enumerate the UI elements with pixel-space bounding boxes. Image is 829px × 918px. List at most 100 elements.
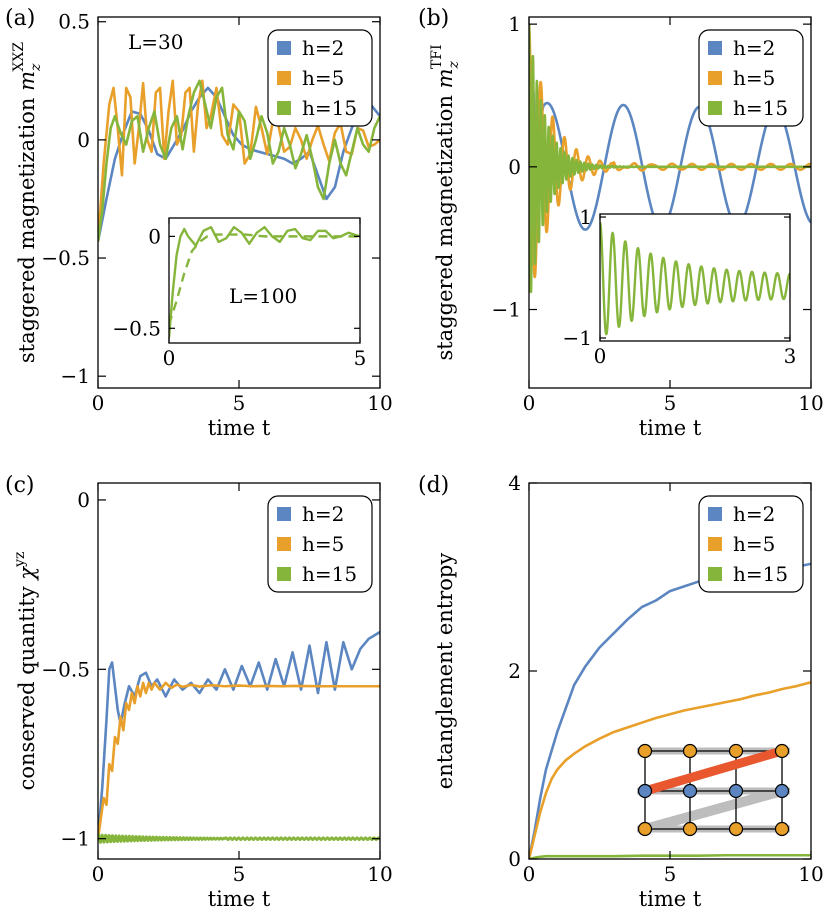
y-axis-label-main: entanglement entropy — [433, 553, 457, 790]
legend-swatch — [708, 71, 722, 85]
panel-label: (b) — [418, 6, 449, 31]
inset: 0 3 −1 1 — [563, 205, 797, 368]
x-axis-label: time t — [639, 416, 702, 440]
lattice-site — [728, 783, 744, 799]
legend-swatch — [277, 507, 291, 521]
panel-d: 0 5 10 0 2 4 (d) time t entanglement entropy h=2 h… — [418, 471, 824, 911]
lattice-site — [637, 821, 653, 837]
x-tick-label: 10 — [367, 862, 392, 886]
series-group — [529, 23, 811, 294]
y-tick-label: 0 — [148, 224, 161, 248]
x-tick-label: 0 — [92, 391, 105, 415]
legend-swatch — [277, 41, 291, 55]
lattice-site — [728, 821, 744, 837]
legend-swatch — [708, 41, 722, 55]
y-axis-label-main: conserved quantity — [15, 580, 39, 791]
x-tick-label: 10 — [367, 391, 392, 415]
y-tick-label: −0.5 — [41, 657, 90, 681]
legend-swatch — [277, 537, 291, 551]
legend-swatch — [277, 567, 291, 581]
x-tick-label: 10 — [798, 862, 823, 886]
x-tick-label: 0 — [523, 862, 536, 886]
series-line-h15 — [529, 853, 811, 859]
y-axis-label-sup: XXZ — [11, 42, 27, 72]
legend-swatch — [708, 537, 722, 551]
series-line-h5 — [98, 681, 380, 839]
y-axis-label: staggered magnetization mzTFI — [429, 44, 462, 360]
series-group — [529, 562, 811, 859]
x-tick-label: 5 — [233, 862, 246, 886]
x-tick-label: 0 — [92, 862, 105, 886]
x-tick-label: 0 — [594, 344, 607, 368]
legend-label: h=2 — [733, 502, 775, 526]
lattice-site — [774, 821, 790, 837]
y-tick-label: 0 — [508, 847, 521, 871]
y-tick-label: −0.5 — [112, 316, 161, 340]
inset: 0 5−0.50L=100 — [112, 217, 366, 370]
legend-swatch — [277, 101, 291, 115]
series-group — [98, 630, 380, 844]
legend-box — [267, 495, 373, 593]
legend-label: h=5 — [302, 532, 344, 556]
legend-label: h=15 — [302, 562, 357, 586]
panel-label: (c) — [5, 473, 35, 498]
legend-box — [698, 495, 804, 593]
y-tick-label: −0.5 — [41, 246, 90, 270]
y-tick-label: −1 — [61, 827, 90, 851]
y-axis-label-main: staggered magnetization — [15, 91, 39, 363]
y-axis-label: conserved quantity χyz — [12, 552, 39, 791]
legend-box — [698, 29, 804, 127]
legend-label: h=15 — [302, 96, 357, 120]
legend-label: h=2 — [733, 36, 775, 60]
panel-label: (d) — [418, 473, 449, 498]
axes-frame — [168, 217, 361, 344]
series-line-h15 — [529, 24, 811, 294]
legend-label: h=2 — [302, 502, 344, 526]
x-tick-label: 0 — [523, 391, 536, 415]
y-axis-label: entanglement entropy — [433, 553, 457, 790]
series-line-h15 — [98, 79, 380, 242]
legend-label: h=15 — [733, 96, 788, 120]
x-tick-label: 5 — [233, 391, 246, 415]
y-tick-label: 1 — [508, 12, 521, 36]
legend-swatch — [708, 101, 722, 115]
y-tick-label: 2 — [508, 659, 521, 683]
y-axis-label-sup: yz — [12, 552, 28, 568]
x-axis-label: time t — [208, 416, 271, 440]
y-tick-label: −1 — [563, 326, 592, 350]
y-tick-label: 0 — [77, 128, 90, 152]
cut-bond — [640, 746, 787, 796]
lattice-site — [728, 743, 744, 759]
x-tick-label: 0 — [163, 346, 176, 370]
x-axis-label: time t — [208, 887, 271, 911]
axes-frame — [599, 213, 791, 342]
panel-label: (a) — [5, 6, 35, 31]
y-tick-label: 0 — [77, 488, 90, 512]
panel-c: 0 5 10 −1 −0.5 0 (c) time t conserved quantity χ… — [5, 473, 393, 911]
background-bond — [643, 786, 784, 834]
y-axis-label-sup: TFI — [429, 44, 445, 69]
series-line-h2 — [529, 562, 811, 859]
series-line-h5 — [98, 79, 380, 242]
legend-label: h=2 — [302, 36, 344, 60]
lattice-site — [774, 743, 790, 759]
series-line-h2 — [98, 86, 380, 242]
lattice-site — [682, 783, 698, 799]
inset-series-line — [600, 221, 790, 336]
legend-label: h=5 — [302, 66, 344, 90]
inset-bg — [169, 218, 360, 343]
series-line-h2 — [529, 24, 811, 268]
y-axis-label-main: staggered magnetization — [433, 88, 457, 360]
y-axis-label-sub: z — [28, 63, 44, 72]
annotation: L=30 — [128, 30, 184, 54]
inset-series-group — [600, 221, 790, 336]
legend-label: h=5 — [733, 532, 775, 556]
x-tick-label: 10 — [798, 391, 823, 415]
legend-label: h=5 — [733, 66, 775, 90]
y-tick-label: −1 — [61, 364, 90, 388]
legend-swatch — [708, 507, 722, 521]
x-axis-label: time t — [639, 887, 702, 911]
